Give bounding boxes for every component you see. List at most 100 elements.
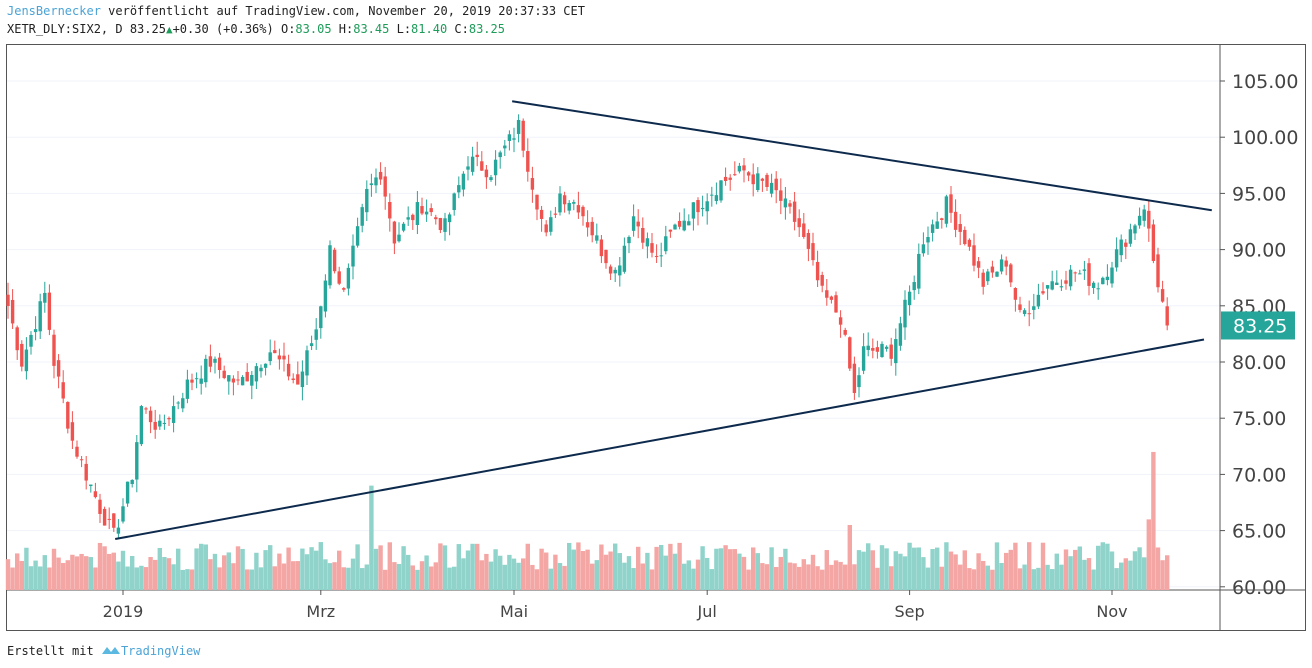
candle-body [52, 334, 56, 366]
candle-body [98, 499, 102, 514]
volume-bar [870, 550, 875, 590]
candle-body [558, 193, 562, 213]
candle-body [866, 345, 870, 350]
candle-body [374, 177, 378, 186]
volume-bar [810, 554, 816, 590]
volume-bar [1109, 551, 1115, 590]
candle-body [618, 265, 622, 276]
candle-body [332, 249, 337, 272]
volume-bar [1091, 569, 1096, 590]
ohlc-legend: XETR_DLY:SIX2, D 83.25▲+0.30 (+0.36%) O:… [7, 22, 505, 36]
candle-body [848, 337, 852, 369]
volume-bar [553, 554, 558, 590]
volume-bar [373, 548, 379, 590]
candle-body [208, 356, 213, 367]
volume-bar [1119, 562, 1124, 590]
author-link[interactable]: JensBernecker [7, 4, 101, 18]
volume-bar [415, 569, 420, 590]
candle-body [723, 176, 728, 181]
candle-body [365, 188, 369, 213]
candle-body [1160, 289, 1165, 302]
candle-body [135, 442, 139, 480]
candle-body [204, 358, 208, 383]
candle-body [360, 207, 364, 226]
volume-bar [571, 549, 576, 590]
candle-body [944, 196, 949, 224]
volume-bar [1059, 564, 1064, 590]
volume-bar [525, 543, 530, 590]
volume-bar [401, 546, 406, 590]
candle-body [687, 221, 691, 226]
candle-body [93, 491, 98, 498]
volume-bar [148, 557, 153, 590]
y-tick-label: 70.00 [1232, 464, 1286, 486]
volume-bar [608, 551, 613, 590]
volume-bar [893, 551, 898, 590]
candle-body [1156, 254, 1160, 288]
candle-body [567, 202, 571, 211]
volume-bar [488, 561, 494, 590]
low-label: L: [396, 22, 412, 36]
candle-body [894, 339, 898, 364]
y-tick-label: 90.00 [1232, 240, 1286, 262]
candle-body [1027, 313, 1031, 315]
volume-bar [1045, 564, 1050, 590]
volume-bar [1031, 569, 1036, 590]
volume-bar [1086, 558, 1092, 590]
volume-bar [663, 555, 668, 590]
candle-body [47, 292, 52, 330]
volume-bar [51, 548, 57, 590]
candle-body [1018, 304, 1022, 310]
open-value: 83.05 [295, 22, 332, 36]
candle-body [1147, 210, 1151, 229]
volume-bar [1022, 564, 1027, 590]
candle-body [765, 174, 769, 187]
volume-bar [263, 550, 268, 590]
candle-body [489, 177, 493, 181]
candle-body [139, 406, 144, 445]
volume-bar [1142, 557, 1147, 590]
tradingview-link[interactable]: TradingView [120, 644, 201, 658]
volume-bar [406, 554, 411, 590]
candle-body [240, 376, 245, 386]
candle-body [484, 169, 489, 178]
candle-body [746, 172, 751, 176]
candle-body [1110, 267, 1114, 284]
volume-bar [268, 545, 273, 590]
volume-bar [102, 546, 107, 590]
candle-body [806, 232, 811, 249]
candle-body [613, 269, 617, 274]
candle-body [1142, 209, 1146, 221]
volume-bar [1146, 519, 1151, 590]
volume-bar [429, 566, 434, 590]
volume-bar [84, 556, 89, 590]
candle-body [834, 295, 838, 313]
candle-body [958, 224, 962, 232]
volume-bar [856, 550, 862, 590]
volume-bar [180, 569, 185, 590]
candle-body [245, 371, 249, 382]
candle-body [378, 171, 383, 180]
volume-bar [120, 550, 126, 590]
volume-bar [686, 560, 691, 590]
volume-bar [981, 560, 986, 590]
candle-body [383, 176, 387, 197]
candle-body [838, 317, 843, 325]
volume-bar [70, 554, 75, 590]
candle-body [949, 194, 953, 213]
candle-body [857, 375, 861, 388]
volume-bar [948, 551, 954, 590]
candle-body [1009, 264, 1013, 283]
candle-body [673, 224, 677, 230]
candle-body [43, 292, 47, 303]
candle-body [66, 401, 70, 429]
candle-body [319, 306, 323, 329]
candle-body [572, 202, 576, 204]
candle-body [963, 229, 967, 245]
volume-bar [1073, 549, 1078, 590]
candle-body [227, 375, 231, 382]
volume-bar [617, 553, 622, 590]
volume-bar [925, 567, 931, 590]
volume-bar [1008, 549, 1013, 590]
